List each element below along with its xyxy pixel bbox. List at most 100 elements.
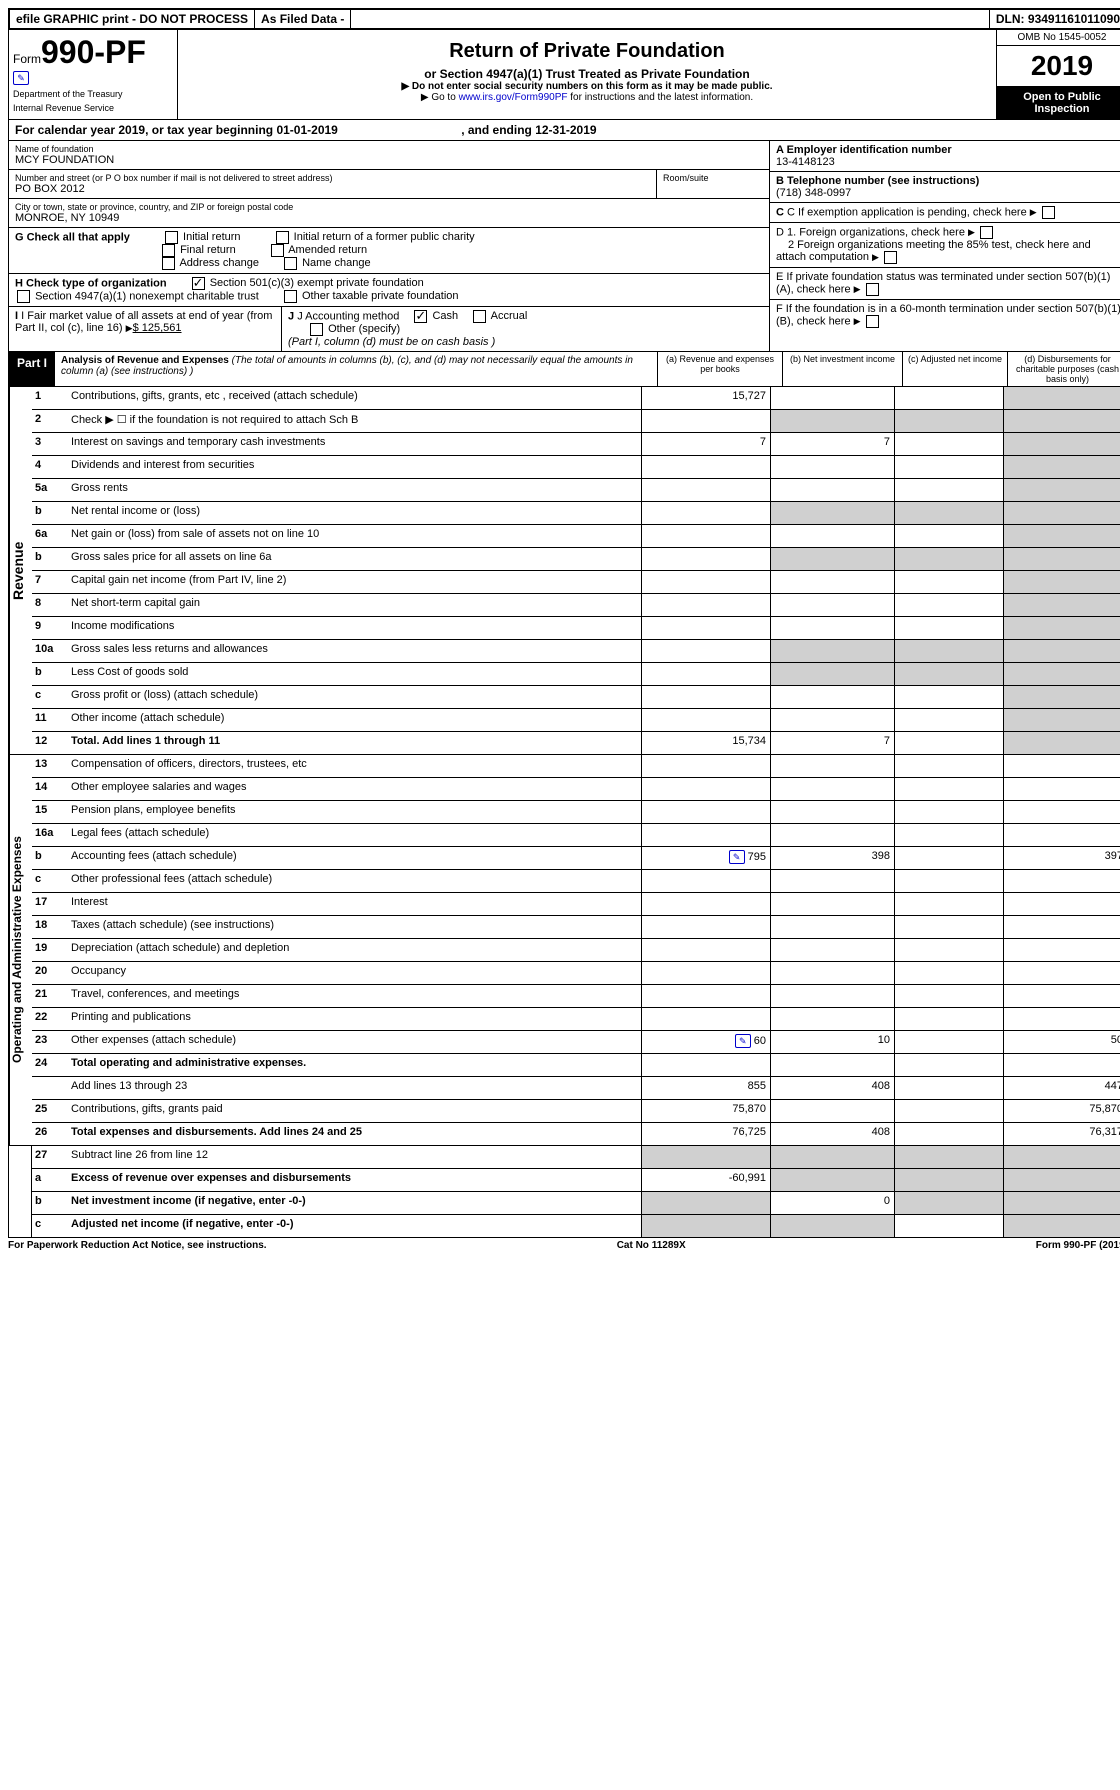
table-row: bGross sales price for all assets on lin… [32, 548, 1120, 571]
cell-b [770, 1215, 894, 1237]
col-a-header: (a) Revenue and expenses per books [657, 352, 782, 386]
cell-a [641, 1192, 770, 1214]
checkbox-other-taxable[interactable] [284, 290, 297, 303]
cell-a [641, 479, 770, 501]
cell-d [1003, 709, 1120, 731]
cell-b [770, 663, 894, 685]
cell-d [1003, 1054, 1120, 1076]
instr-ssn: ▶ Do not enter social security numbers o… [184, 81, 990, 92]
checkbox-4947[interactable] [17, 290, 30, 303]
row-number: a [32, 1169, 68, 1191]
table-row: bNet rental income or (loss) [32, 502, 1120, 525]
table-row: Add lines 13 through 23855408447 [32, 1077, 1120, 1100]
attach-icon[interactable]: ✎ [729, 850, 745, 864]
checkbox-initial[interactable] [165, 231, 178, 244]
cell-a: 855 [641, 1077, 770, 1099]
checkbox-other-method[interactable] [310, 323, 323, 336]
checkbox-accrual[interactable] [473, 310, 486, 323]
cell-c [894, 640, 1003, 662]
cell-b: 408 [770, 1077, 894, 1099]
cell-a [641, 962, 770, 984]
cell-c [894, 594, 1003, 616]
checkbox-d1[interactable] [980, 226, 993, 239]
cell-d: 76,317 [1003, 1123, 1120, 1145]
checkbox-c[interactable] [1042, 206, 1055, 219]
row-number: 12 [32, 732, 68, 754]
cell-b [770, 525, 894, 547]
table-row: 8Net short-term capital gain [32, 594, 1120, 617]
checkbox-initial-former[interactable] [276, 231, 289, 244]
row-number: 13 [32, 755, 68, 777]
row-label: Dividends and interest from securities [68, 456, 641, 478]
cell-b: 7 [770, 732, 894, 754]
name-label: Name of foundation [15, 144, 763, 154]
room-label: Room/suite [663, 173, 763, 183]
city-block: City or town, state or province, country… [9, 199, 769, 228]
table-row: 9Income modifications [32, 617, 1120, 640]
cell-d [1003, 1146, 1120, 1168]
cell-a [641, 594, 770, 616]
form-subtitle: or Section 4947(a)(1) Trust Treated as P… [184, 67, 990, 81]
row-label: Accounting fees (attach schedule) [68, 847, 641, 869]
footer-left: For Paperwork Reduction Act Notice, see … [8, 1240, 267, 1251]
cell-b [770, 985, 894, 1007]
checkbox-501c3[interactable] [192, 277, 205, 290]
row-label: Adjusted net income (if negative, enter … [68, 1215, 641, 1237]
row-number: b [32, 1192, 68, 1214]
open-to-public: Open to Public Inspection [997, 87, 1120, 119]
checkbox-addrchange[interactable] [162, 257, 175, 270]
phone: (718) 348-0997 [776, 187, 851, 199]
cell-a [641, 571, 770, 593]
checkbox-cash[interactable] [414, 310, 427, 323]
checkbox-d2[interactable] [884, 251, 897, 264]
cell-d: 50 [1003, 1031, 1120, 1053]
row-number: 20 [32, 962, 68, 984]
cell-d [1003, 433, 1120, 455]
checkbox-f[interactable] [866, 315, 879, 328]
cell-c [894, 663, 1003, 685]
cell-d [1003, 985, 1120, 1007]
cell-c [894, 985, 1003, 1007]
cell-a [641, 502, 770, 524]
cell-d [1003, 893, 1120, 915]
row-label: Printing and publications [68, 1008, 641, 1030]
cell-a [641, 1215, 770, 1237]
attach-icon[interactable]: ✎ [735, 1034, 751, 1048]
header-center: Return of Private Foundation or Section … [178, 30, 996, 119]
cell-d [1003, 617, 1120, 639]
cell-d [1003, 525, 1120, 547]
page-footer: For Paperwork Reduction Act Notice, see … [8, 1238, 1120, 1253]
checkbox-final[interactable] [162, 244, 175, 257]
irs-link[interactable]: www.irs.gov/Form990PF [459, 92, 568, 103]
cell-b [770, 778, 894, 800]
checkbox-e[interactable] [866, 283, 879, 296]
cell-c [894, 893, 1003, 915]
phone-block: B Telephone number (see instructions) (7… [770, 172, 1120, 203]
table-row: 27Subtract line 26 from line 12 [32, 1146, 1120, 1169]
table-row: 19Depreciation (attach schedule) and dep… [32, 939, 1120, 962]
cell-c [894, 1192, 1003, 1214]
cell-d [1003, 410, 1120, 432]
checkbox-amended[interactable] [271, 244, 284, 257]
cell-d [1003, 479, 1120, 501]
cell-c [894, 801, 1003, 823]
cell-a: -60,991 [641, 1169, 770, 1191]
ein-block: A Employer identification number 13-4148… [770, 141, 1120, 172]
link-icon[interactable]: ✎ [13, 71, 29, 85]
checkbox-namechange[interactable] [284, 257, 297, 270]
row-number: 18 [32, 916, 68, 938]
cell-a: 7 [641, 433, 770, 455]
col-c-header: (c) Adjusted net income [902, 352, 1007, 386]
cell-a [641, 525, 770, 547]
cell-d [1003, 502, 1120, 524]
cell-b: 0 [770, 1192, 894, 1214]
row-label: Pension plans, employee benefits [68, 801, 641, 823]
table-row: cGross profit or (loss) (attach schedule… [32, 686, 1120, 709]
cell-b [770, 755, 894, 777]
cell-a [641, 916, 770, 938]
foundation-name-block: Name of foundation MCY FOUNDATION [9, 141, 769, 170]
row-number: 8 [32, 594, 68, 616]
cell-b [770, 824, 894, 846]
city: MONROE, NY 10949 [15, 212, 763, 224]
cell-c [894, 962, 1003, 984]
